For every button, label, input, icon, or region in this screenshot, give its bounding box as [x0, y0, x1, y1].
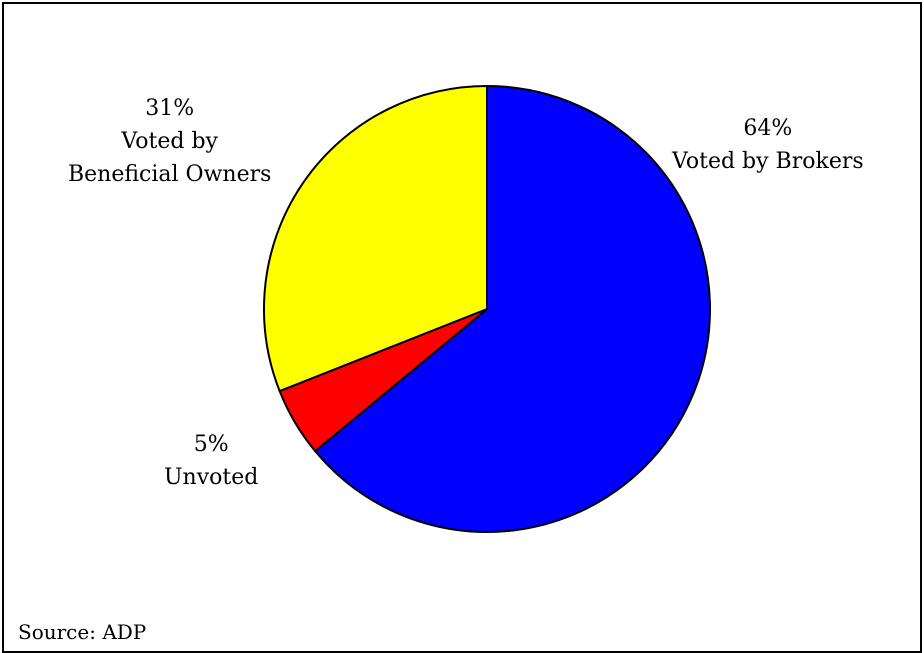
label-owners-line1: Voted by — [121, 129, 218, 154]
label-brokers-percent: 64% — [743, 116, 793, 141]
label-owners-percent: 31% — [145, 96, 195, 121]
label-unvoted-text: Unvoted — [164, 465, 259, 490]
label-brokers-text: Voted by Brokers — [672, 149, 864, 174]
source-note: Source: ADP — [18, 620, 147, 644]
pie-slice-voted-by-beneficial-owners — [263, 84, 488, 393]
label-beneficial-owners: 31% Voted by Beneficial Owners — [68, 92, 271, 191]
label-owners-line2: Beneficial Owners — [68, 162, 272, 187]
label-unvoted-percent: 5% — [193, 432, 229, 457]
label-unvoted: 5% Unvoted — [164, 428, 258, 494]
label-voted-by-brokers: 64% Voted by Brokers — [672, 112, 864, 178]
pie-chart — [263, 84, 711, 533]
pie-slice-voted-by-brokers — [313, 84, 711, 533]
